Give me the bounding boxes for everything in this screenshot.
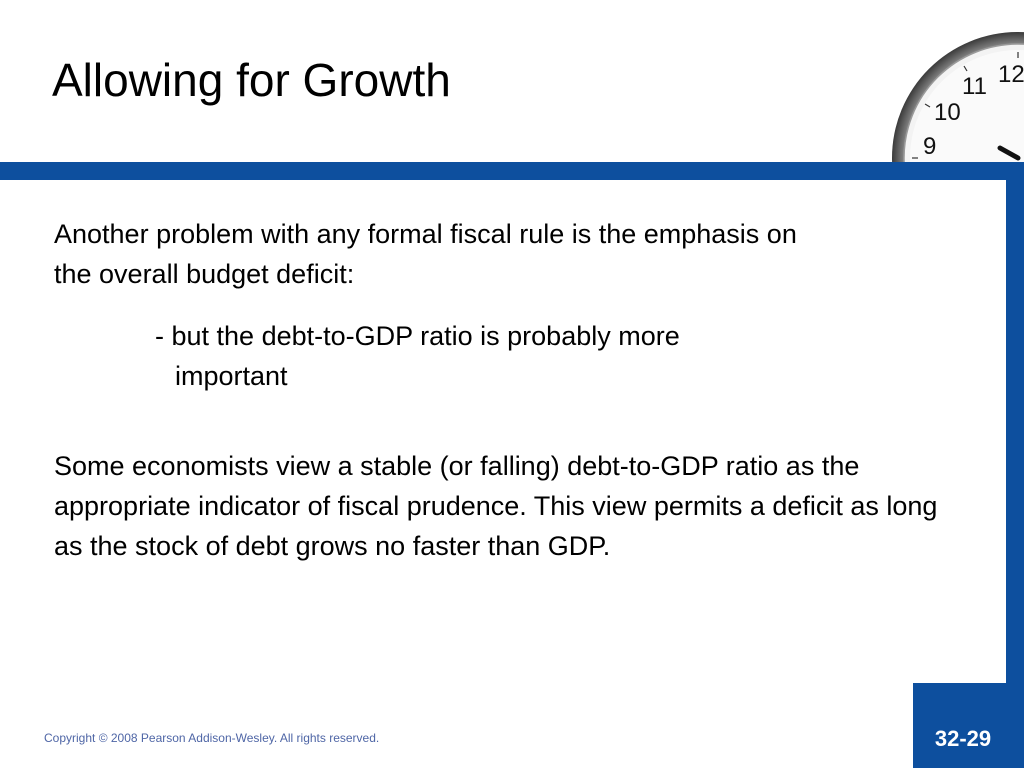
- clock-numeral-11: 11: [962, 73, 987, 100]
- paragraph-economists-view: Some economists view a stable (or fallin…: [54, 451, 938, 561]
- page-number-box: [913, 683, 1024, 768]
- bullet-line-2: important: [175, 361, 288, 391]
- slide-title: Allowing for Growth: [52, 54, 451, 106]
- clock-numeral-12: 12: [998, 61, 1024, 88]
- paragraph-fiscal-rule: Another problem with any formal fiscal r…: [54, 219, 797, 289]
- header-divider-bar: [0, 162, 1024, 180]
- copyright-notice: Copyright © 2008 Pearson Addison-Wesley.…: [44, 731, 380, 745]
- clock-numeral-9: 9: [923, 133, 936, 160]
- bullet-line-1: - but the debt-to-GDP ratio is probably …: [155, 321, 680, 351]
- page-number: 32-29: [934, 726, 992, 751]
- right-edge-bar: [1006, 162, 1024, 768]
- wall-clock-icon: 12 11 10 9: [892, 32, 1024, 164]
- bullet-debt-to-gdp: - but the debt-to-GDP ratio is probably …: [155, 316, 855, 396]
- clock-numeral-10: 10: [934, 99, 961, 126]
